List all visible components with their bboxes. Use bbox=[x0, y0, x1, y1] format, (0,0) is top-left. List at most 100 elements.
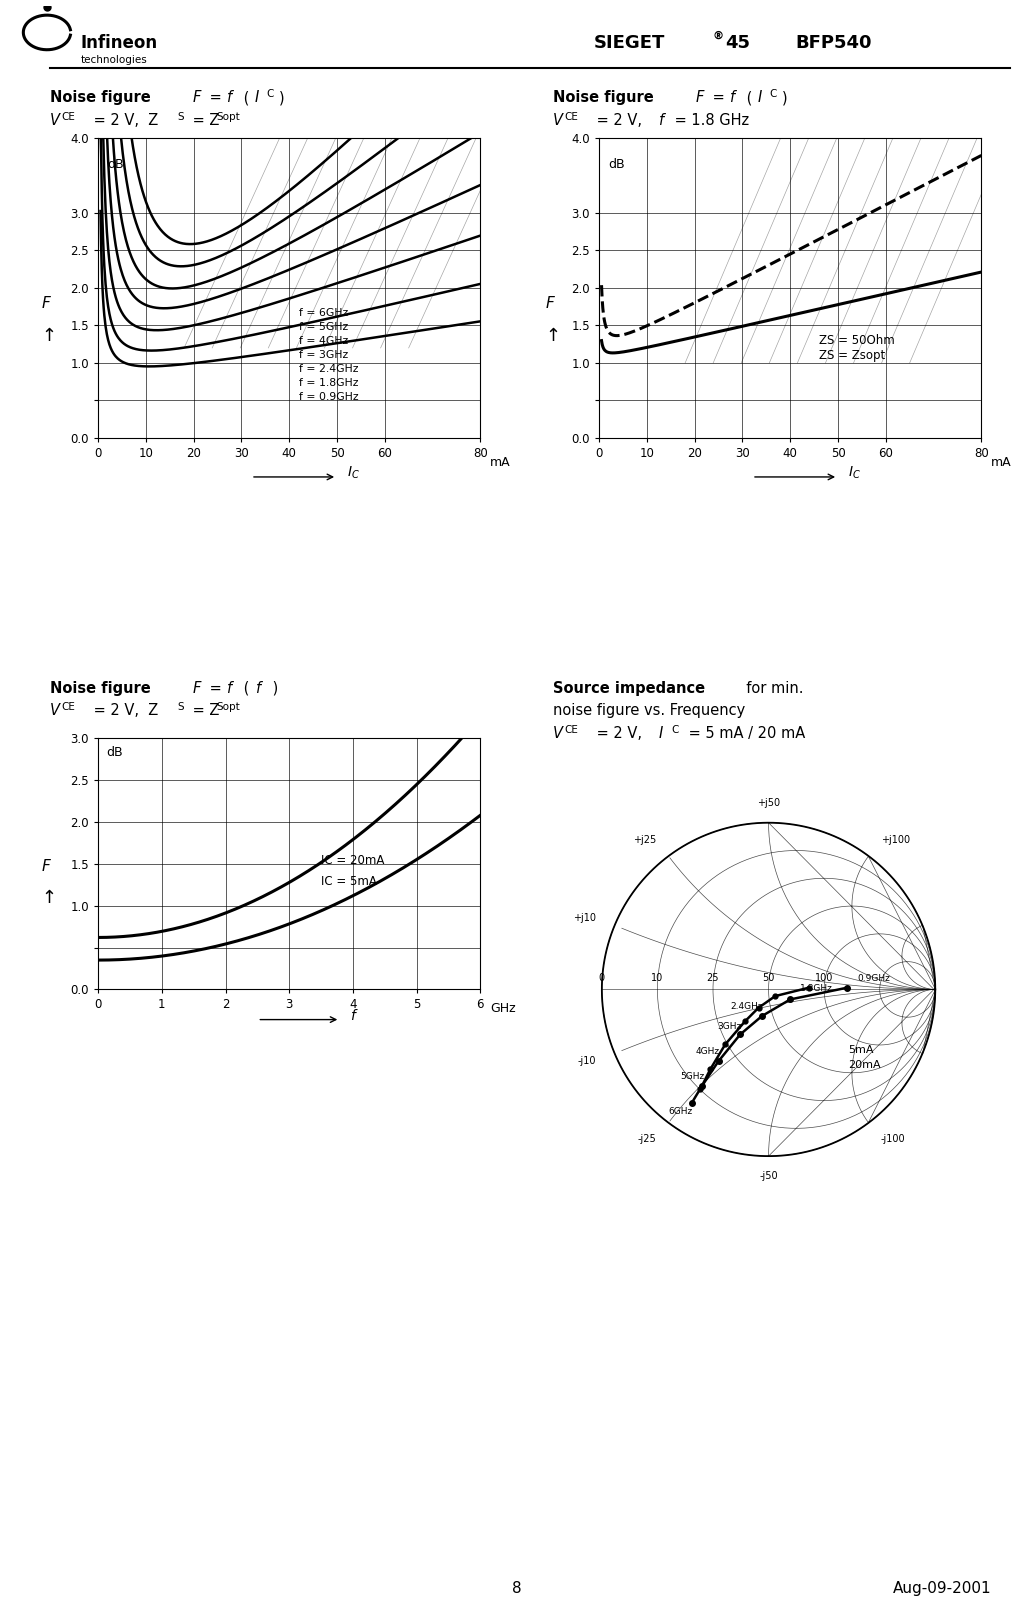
Text: Sopt: Sopt bbox=[216, 702, 240, 712]
Text: 10: 10 bbox=[651, 973, 663, 983]
Text: 5mA: 5mA bbox=[848, 1045, 874, 1054]
Text: = 5 mA / 20 mA: = 5 mA / 20 mA bbox=[684, 727, 805, 741]
Text: C: C bbox=[267, 89, 274, 99]
Text: =: = bbox=[205, 91, 226, 105]
Text: =: = bbox=[205, 681, 226, 696]
Text: Sopt: Sopt bbox=[216, 112, 240, 122]
Text: dB: dB bbox=[608, 157, 625, 170]
Text: BFP540: BFP540 bbox=[795, 34, 872, 52]
Text: IC = 5mA: IC = 5mA bbox=[321, 874, 377, 887]
Text: +j10: +j10 bbox=[573, 913, 596, 923]
Text: I: I bbox=[757, 91, 761, 105]
Text: CE: CE bbox=[564, 112, 577, 122]
Text: = Z: = Z bbox=[188, 704, 219, 719]
Text: Aug-09-2001: Aug-09-2001 bbox=[894, 1581, 992, 1596]
Text: -j25: -j25 bbox=[637, 1134, 657, 1144]
Text: 20mA: 20mA bbox=[848, 1059, 881, 1071]
Text: 100: 100 bbox=[815, 973, 834, 983]
Text: (: ( bbox=[239, 681, 254, 696]
Text: +j25: +j25 bbox=[633, 835, 657, 845]
Text: f: f bbox=[730, 91, 735, 105]
Text: 0: 0 bbox=[599, 973, 605, 983]
Text: f = 4GHz: f = 4GHz bbox=[299, 336, 348, 345]
Text: ): ) bbox=[268, 681, 278, 696]
Text: $f$: $f$ bbox=[350, 1007, 358, 1022]
Text: S: S bbox=[178, 112, 184, 122]
Text: CE: CE bbox=[564, 725, 577, 735]
Text: 0.9GHz: 0.9GHz bbox=[857, 975, 889, 983]
Text: for min.: for min. bbox=[737, 681, 803, 696]
Text: CE: CE bbox=[61, 702, 74, 712]
Text: Noise figure: Noise figure bbox=[553, 91, 658, 105]
Text: = 2 V,  Z: = 2 V, Z bbox=[89, 704, 158, 719]
Text: ZS = 50Ohm: ZS = 50Ohm bbox=[819, 334, 895, 347]
Text: mA: mA bbox=[991, 456, 1011, 469]
Text: f = 1.8GHz: f = 1.8GHz bbox=[299, 378, 358, 388]
Text: SIEGET: SIEGET bbox=[594, 34, 665, 52]
Text: 6GHz: 6GHz bbox=[668, 1108, 693, 1116]
Text: I: I bbox=[659, 727, 663, 741]
Text: f: f bbox=[227, 681, 232, 696]
Text: IC = 20mA: IC = 20mA bbox=[321, 853, 384, 866]
Text: F: F bbox=[41, 860, 50, 874]
Text: (: ( bbox=[239, 91, 249, 105]
Text: +j50: +j50 bbox=[757, 798, 780, 808]
Text: f: f bbox=[227, 91, 232, 105]
Text: ↑: ↑ bbox=[545, 326, 561, 344]
Text: technologies: technologies bbox=[81, 55, 148, 65]
Text: 25: 25 bbox=[707, 973, 719, 983]
Text: mA: mA bbox=[490, 456, 510, 469]
Text: V: V bbox=[553, 727, 563, 741]
Text: f: f bbox=[659, 114, 664, 128]
Text: dB: dB bbox=[105, 746, 122, 759]
Text: = Z: = Z bbox=[188, 114, 219, 128]
Text: C: C bbox=[770, 89, 777, 99]
Text: Noise figure: Noise figure bbox=[50, 681, 155, 696]
Text: V: V bbox=[553, 114, 563, 128]
Text: f = 2.4GHz: f = 2.4GHz bbox=[299, 363, 358, 375]
Text: ®: ® bbox=[713, 31, 724, 41]
Text: I: I bbox=[254, 91, 258, 105]
Text: C: C bbox=[671, 725, 679, 735]
Text: 8: 8 bbox=[511, 1581, 522, 1596]
Text: Source impedance: Source impedance bbox=[553, 681, 705, 696]
Text: 5GHz: 5GHz bbox=[680, 1072, 705, 1082]
Text: -j100: -j100 bbox=[880, 1134, 905, 1144]
Text: S: S bbox=[178, 702, 184, 712]
Text: +j100: +j100 bbox=[880, 835, 910, 845]
Text: (: ( bbox=[742, 91, 752, 105]
Text: Noise figure: Noise figure bbox=[50, 91, 155, 105]
Text: =: = bbox=[708, 91, 729, 105]
Text: f = 6GHz: f = 6GHz bbox=[299, 308, 348, 318]
Text: ): ) bbox=[279, 91, 284, 105]
Text: CE: CE bbox=[61, 112, 74, 122]
Text: dB: dB bbox=[107, 157, 124, 170]
Text: ↑: ↑ bbox=[41, 326, 57, 344]
Text: F: F bbox=[192, 681, 200, 696]
Text: V: V bbox=[50, 704, 60, 719]
Text: f: f bbox=[256, 681, 261, 696]
Text: ↑: ↑ bbox=[41, 889, 57, 907]
Text: = 2 V,: = 2 V, bbox=[592, 727, 647, 741]
Text: Infineon: Infineon bbox=[81, 34, 158, 52]
Text: F: F bbox=[695, 91, 703, 105]
Text: F: F bbox=[41, 297, 50, 311]
Text: ): ) bbox=[782, 91, 787, 105]
Text: ZS = Zsopt: ZS = Zsopt bbox=[819, 349, 885, 362]
Text: 2.4GHz: 2.4GHz bbox=[730, 1002, 762, 1012]
Text: $I_C$: $I_C$ bbox=[346, 466, 359, 482]
Text: 45: 45 bbox=[725, 34, 750, 52]
Text: F: F bbox=[545, 297, 554, 311]
Text: GHz: GHz bbox=[490, 1002, 515, 1015]
Text: noise figure vs. Frequency: noise figure vs. Frequency bbox=[553, 704, 745, 719]
Text: 50: 50 bbox=[762, 973, 775, 983]
Text: V: V bbox=[50, 114, 60, 128]
Text: $I_C$: $I_C$ bbox=[847, 466, 860, 482]
Text: f = 3GHz: f = 3GHz bbox=[299, 350, 348, 360]
Text: f = 0.9GHz: f = 0.9GHz bbox=[299, 391, 358, 402]
Text: = 2 V,: = 2 V, bbox=[592, 114, 647, 128]
Text: = 1.8 GHz: = 1.8 GHz bbox=[670, 114, 750, 128]
Text: 1.8GHz: 1.8GHz bbox=[801, 985, 833, 993]
Text: 3GHz: 3GHz bbox=[717, 1022, 741, 1032]
Text: -j50: -j50 bbox=[759, 1171, 778, 1181]
